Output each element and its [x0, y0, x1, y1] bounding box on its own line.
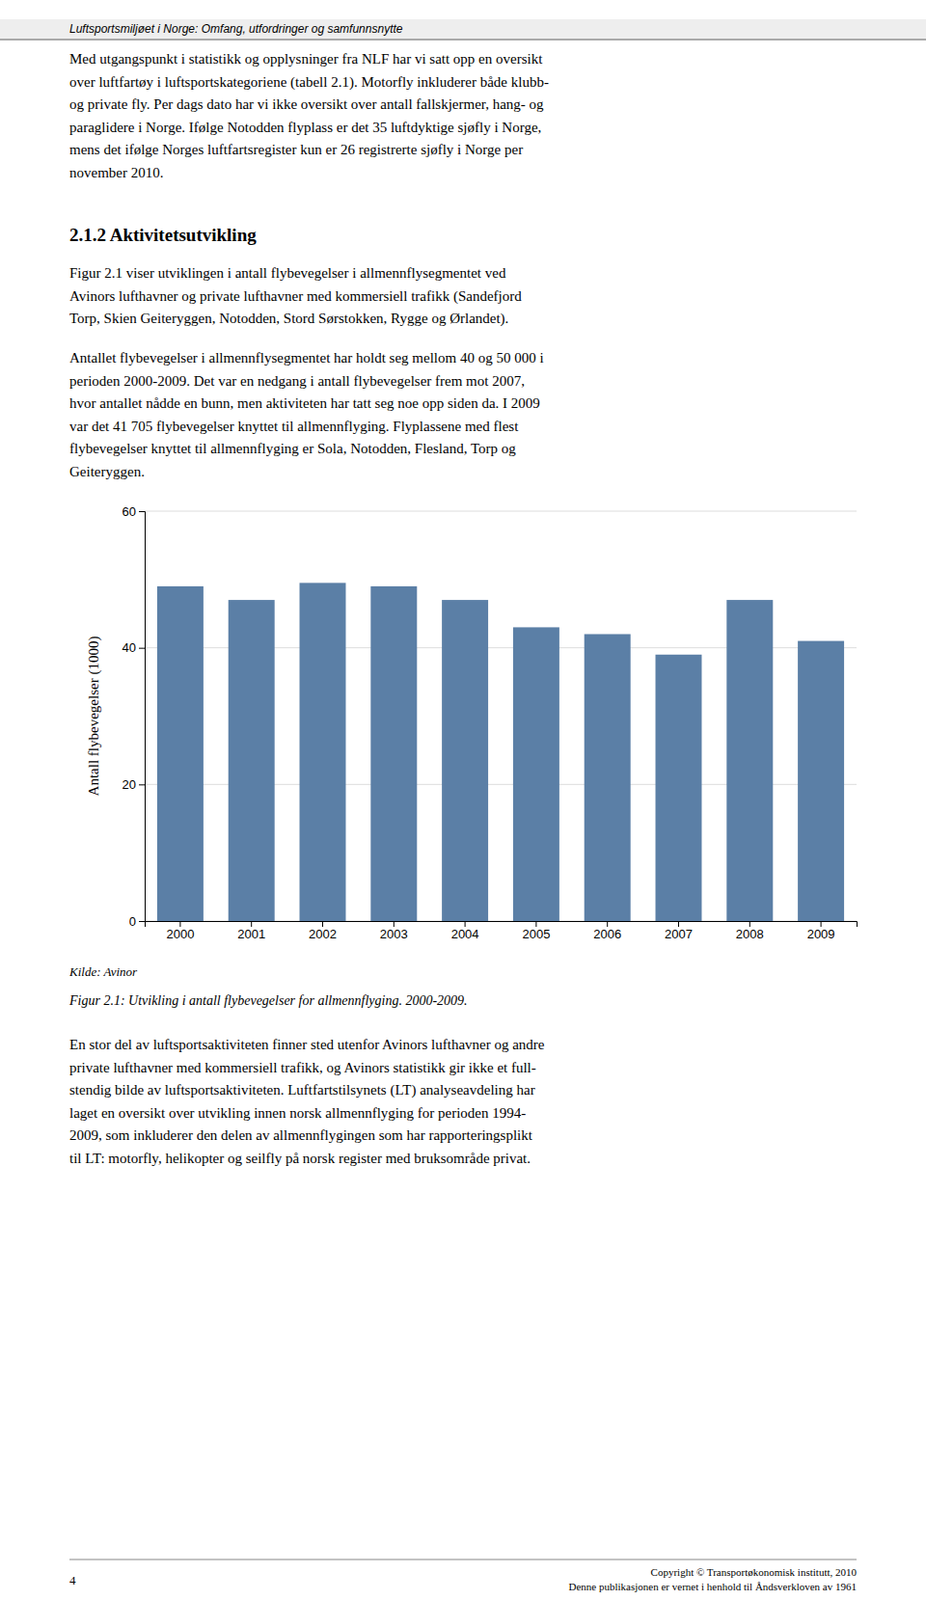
x-tick-mark: [179, 921, 181, 927]
x-tick-mark: [749, 921, 751, 927]
y-tick: 60: [122, 504, 145, 519]
bar: [299, 582, 347, 922]
y-tick-label: 20: [122, 777, 137, 792]
body-text: Figur 2.1 viser utviklingen i antall fly…: [69, 265, 507, 281]
x-tick: 2005: [521, 921, 550, 942]
x-tick-mark: [393, 921, 395, 927]
x-tick-label: 2006: [593, 926, 622, 942]
bar: [655, 654, 703, 922]
header-bar: [0, 19, 926, 39]
body-text: mens det ifølge Norges luftfartsregister…: [69, 141, 523, 158]
x-tick: 2007: [664, 921, 693, 942]
x-axis-line: [145, 922, 858, 928]
section-header: 2.1.2 Aktivitetsutvikling: [69, 224, 257, 246]
footer-text: Denne publikasjonen er vernet i henhold …: [569, 1580, 857, 1593]
x-tick-mark: [820, 921, 822, 927]
bar: [157, 586, 204, 922]
y-tick-mark: [138, 784, 145, 786]
x-axis: 2000 2001 2002 2003 2004 2005 2006 2007 2008 2009: [145, 921, 858, 942]
bar: [726, 599, 773, 922]
x-tick: 2001: [237, 921, 266, 942]
x-tick-mark: [322, 921, 324, 927]
body-text: Med utgangspunkt i statistikk og opplysn…: [69, 51, 544, 67]
y-tick: 40: [122, 640, 145, 655]
x-tick: 2003: [380, 921, 409, 942]
y-tick: 0: [129, 914, 145, 929]
x-tick-label: 2007: [664, 926, 693, 942]
header-rule: [0, 39, 926, 41]
y-axis-line: [138, 512, 146, 923]
x-tick: 2002: [308, 921, 337, 942]
y-tick: 20: [122, 777, 145, 792]
x-tick: 2008: [735, 921, 764, 942]
body-text: 2009, som inkluderer den delen av allmen…: [69, 1127, 534, 1144]
x-tick-label: 2005: [521, 926, 550, 942]
x-tick-label: 2000: [165, 926, 194, 942]
y-tick-mark: [138, 921, 145, 923]
bar: [513, 626, 560, 922]
source-text: Kilde: Avinor: [68, 964, 138, 980]
y-tick-mark: [138, 511, 145, 513]
x-tick-label: 2001: [237, 926, 266, 942]
body-text: over luftfartøy i luftsportskategoriene …: [69, 74, 549, 91]
body-text: til LT: motorfly, helikopter og seilfly …: [69, 1150, 531, 1167]
body-text: Torp, Skien Geiteryggen, Notodden, Stord…: [69, 310, 509, 327]
chart: 2000 2001 2002 2003 2004 2005 2006 2007 2008 2009…: [85, 504, 858, 943]
y-tick-mark: [138, 648, 145, 650]
x-tick-mark: [464, 921, 466, 927]
page-number: 4: [69, 1573, 77, 1588]
body-text: laget en oversikt over utvikling innen n…: [69, 1105, 526, 1121]
page: Luftsportsmiljøet i Norge: Omfang, utfor…: [0, 0, 926, 1600]
bar: [441, 599, 489, 922]
body-text: perioden 2000-2009. Det var en nedgang i…: [69, 373, 525, 389]
x-tick-mark: [535, 921, 537, 927]
body-text: paraglidere i Norge. Ifølge Notodden fly…: [69, 119, 542, 136]
footer-text: Copyright © Transportøkonomisk institutt…: [651, 1566, 858, 1579]
x-tick-mark: [678, 921, 680, 927]
caption: Figur 2.1: Utvikling i antall flybevegel…: [68, 993, 468, 1008]
y-axis: 0 20 40 60: [122, 504, 146, 929]
x-tick-label: 2003: [380, 926, 409, 942]
x-tick-label: 2008: [735, 926, 764, 942]
x-tick: 2006: [593, 921, 622, 942]
bar: [584, 634, 631, 923]
y-tick-label: 60: [122, 504, 137, 519]
grid: [144, 511, 857, 922]
bars: [157, 582, 845, 922]
body-text: stendig bilde av luftsportsaktiviteten. …: [69, 1082, 536, 1099]
page-canvas: Luftsportsmiljøet i Norge: Omfang, utfor…: [0, 0, 926, 1600]
body-text: flybevegelser knyttet til allmennflyging…: [69, 440, 517, 457]
bar: [370, 586, 417, 922]
x-tick: 2004: [451, 921, 480, 942]
x-tick-label: 2002: [308, 926, 337, 942]
page-header: Luftsportsmiljøet i Norge: Omfang, utfor…: [69, 22, 404, 36]
x-tick-label: 2004: [451, 926, 480, 942]
body-text: hvor antallet nådde en bunn, men aktivit…: [69, 395, 541, 411]
body-text: var det 41 705 flybevegelser knyttet til…: [69, 418, 519, 435]
footer-rule: [69, 1559, 857, 1561]
bar: [797, 641, 845, 922]
body-text: og private fly. Per dags dato har vi ikk…: [69, 96, 545, 112]
body-text: Antallet flybevegelser i allmennflysegme…: [69, 350, 545, 366]
x-tick: 2000: [165, 921, 194, 942]
body-text: november 2010.: [69, 164, 164, 181]
x-tick-mark: [250, 921, 252, 927]
body-text: Avinors lufthavner og private lufthavner…: [69, 288, 522, 305]
y-axis-label: Antall flybevegelser (1000): [85, 636, 103, 797]
grid-line: [144, 511, 857, 513]
y-tick-label: 40: [122, 640, 137, 655]
body-text: private lufthavner med kommersiell trafi…: [69, 1060, 537, 1076]
x-tick-label: 2009: [807, 926, 836, 942]
body-text: Geiteryggen.: [69, 463, 145, 480]
x-tick: 2009: [807, 921, 836, 942]
bar: [228, 599, 275, 922]
y-tick-label: 0: [129, 914, 137, 929]
x-tick-mark: [606, 921, 608, 927]
body-text: En stor del av luftsportsaktiviteten fin…: [69, 1036, 545, 1053]
